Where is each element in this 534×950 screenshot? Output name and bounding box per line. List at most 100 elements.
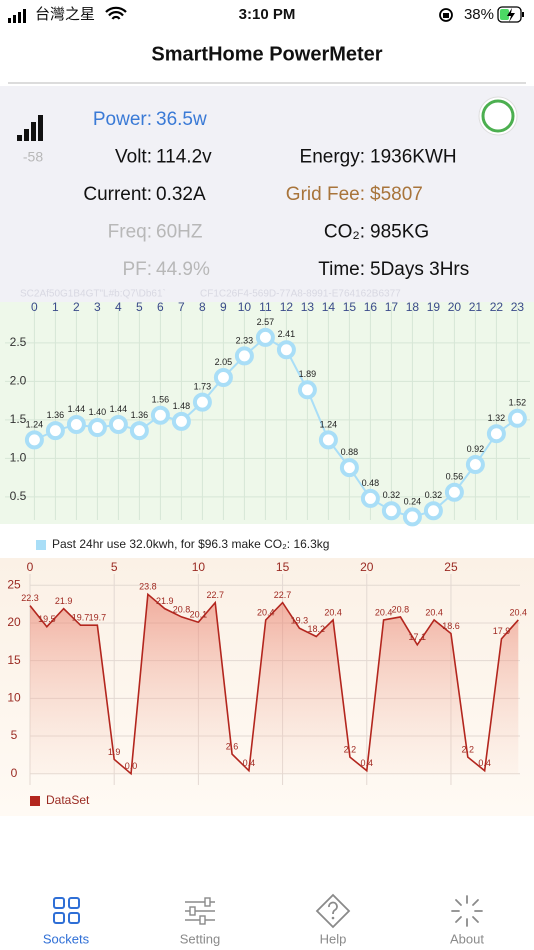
tab-bar: Sockets Setting Help About bbox=[43, 893, 484, 946]
data-label: 2.33 bbox=[236, 335, 254, 345]
data-label: 2.2 bbox=[462, 744, 475, 754]
data-label: 20.4 bbox=[324, 607, 342, 617]
field-value: 1936KWH bbox=[370, 147, 457, 168]
x-tick-label: 15 bbox=[276, 560, 290, 574]
y-tick-label: 0 bbox=[11, 766, 18, 780]
x-tick-label: 9 bbox=[220, 300, 227, 314]
line bbox=[29, 592, 519, 776]
y-tick-label: 2.0 bbox=[10, 374, 27, 388]
data-label: 0.4 bbox=[243, 758, 256, 768]
point bbox=[150, 405, 170, 425]
data-label: 19.5 bbox=[38, 614, 56, 624]
point bbox=[234, 346, 254, 366]
x-tick-label: 23 bbox=[511, 300, 525, 314]
x-tick-label: 6 bbox=[157, 300, 164, 314]
x-tick-label: 4 bbox=[115, 300, 122, 314]
x-tick-label: 7 bbox=[178, 300, 185, 314]
field-value: 0.32A bbox=[156, 184, 206, 205]
tab-icon bbox=[68, 912, 80, 924]
data-label: 0.32 bbox=[425, 490, 443, 500]
tab-icon bbox=[331, 916, 335, 920]
data-label: 19.7 bbox=[89, 613, 107, 623]
point bbox=[381, 501, 401, 521]
tab-icon bbox=[204, 897, 211, 907]
field-value: 5Days 3Hrs bbox=[370, 259, 469, 280]
field-label: Time: bbox=[318, 259, 365, 280]
field-label: Freq: bbox=[108, 222, 152, 243]
x-tick-label: 21 bbox=[469, 300, 483, 314]
x-tick-label: 10 bbox=[192, 560, 206, 574]
point bbox=[465, 455, 485, 475]
data-label: 20.4 bbox=[425, 607, 443, 617]
signal-bar bbox=[38, 115, 43, 141]
point bbox=[444, 482, 464, 502]
data-label: 1.32 bbox=[488, 413, 506, 423]
y-tick-label: 15 bbox=[7, 653, 21, 667]
rotation-lock-icon bbox=[443, 13, 449, 18]
point bbox=[66, 414, 86, 434]
data-label: 1.40 bbox=[89, 407, 107, 417]
x-tick-label: 1 bbox=[52, 300, 59, 314]
battery-icon bbox=[497, 6, 522, 23]
x-tick-label: 8 bbox=[199, 300, 206, 314]
y-tick-label: 0.5 bbox=[10, 489, 27, 503]
signal-strength: -58 bbox=[23, 149, 43, 165]
data-label: 1.52 bbox=[509, 398, 527, 408]
point bbox=[129, 421, 149, 441]
tab-about[interactable]: About bbox=[450, 895, 484, 946]
point bbox=[24, 430, 44, 450]
y-tick-label: 1.0 bbox=[10, 451, 27, 465]
device-uuid: CF1C26F4-569D-77A8-8991-E764162B6377 bbox=[200, 289, 401, 300]
x-tick-label: 5 bbox=[136, 300, 143, 314]
data-label: 1.24 bbox=[26, 419, 44, 429]
point bbox=[108, 414, 128, 434]
field-label: Energy: bbox=[300, 147, 365, 168]
tab-icon bbox=[315, 893, 351, 929]
tab-icon bbox=[53, 897, 65, 909]
y-tick-label: 2.5 bbox=[10, 335, 27, 349]
x-tick-label: 10 bbox=[238, 300, 252, 314]
rotation-lock-icon bbox=[439, 8, 453, 22]
tab-setting[interactable]: Setting bbox=[180, 897, 220, 946]
tab-help[interactable]: Help bbox=[315, 893, 351, 946]
data-label: 0.0 bbox=[125, 761, 138, 771]
data-label: 20.8 bbox=[392, 604, 410, 614]
x-tick-label: 14 bbox=[322, 300, 336, 314]
data-label: 18.6 bbox=[442, 621, 460, 631]
data-label: 0.4 bbox=[478, 758, 491, 768]
tab-icon bbox=[451, 895, 483, 927]
point bbox=[87, 418, 107, 438]
x-tick-label: 0 bbox=[31, 300, 38, 314]
tab-label: Sockets bbox=[43, 931, 90, 946]
x-tick-label: 22 bbox=[490, 300, 504, 314]
charging-bolt bbox=[507, 8, 515, 22]
field-value: 36.5w bbox=[156, 109, 207, 130]
data-label: 17.1 bbox=[409, 632, 427, 642]
y-tick-label: 25 bbox=[7, 577, 21, 591]
tab-icon bbox=[53, 912, 65, 924]
signal-bar bbox=[24, 129, 29, 141]
data-label: 2.6 bbox=[226, 741, 239, 751]
battery-tip bbox=[522, 12, 524, 17]
x-tick-label: 3 bbox=[94, 300, 101, 314]
data-label: 0.92 bbox=[467, 444, 485, 454]
data-label: 18.2 bbox=[307, 624, 325, 634]
data-label: 1.9 bbox=[108, 747, 121, 757]
data-label: 17.9 bbox=[493, 626, 511, 636]
charts: 0 1 2 3 4 5 6 7 8 9 10 11 12 13 14 15 16 17 18 19 20 21 22 230.… bbox=[5, 300, 530, 807]
point bbox=[423, 501, 443, 521]
data-label: 20.4 bbox=[510, 607, 528, 617]
data-label: 22.3 bbox=[21, 593, 39, 603]
x-tick-label: 16 bbox=[364, 300, 378, 314]
x-tick-label: 18 bbox=[406, 300, 420, 314]
point bbox=[402, 507, 422, 527]
y-tick-label: 10 bbox=[7, 690, 21, 704]
y-tick-label: 20 bbox=[7, 615, 21, 629]
data-label: 20.4 bbox=[257, 607, 275, 617]
tab-icon bbox=[189, 906, 196, 916]
tab-icon bbox=[68, 897, 80, 909]
tab-sockets[interactable]: Sockets bbox=[43, 897, 90, 946]
field-label: Current: bbox=[83, 184, 152, 205]
